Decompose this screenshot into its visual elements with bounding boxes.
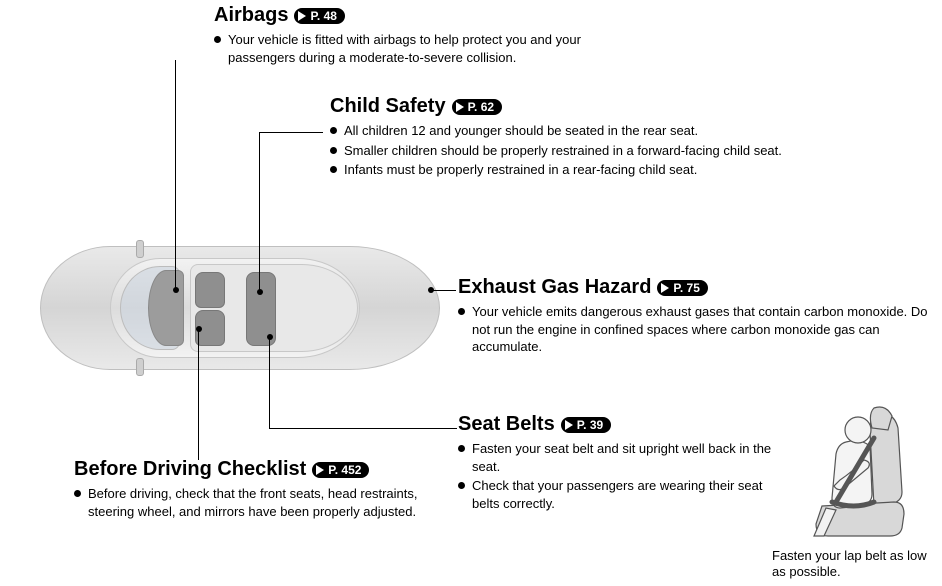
side-mirror-right: [136, 358, 144, 376]
dashboard-shape: [148, 270, 184, 346]
section-child-safety: Child Safety P. 62 All children 12 and y…: [330, 95, 890, 181]
arrow-right-icon: [316, 465, 324, 475]
bullet-item: Your vehicle is fitted with airbags to h…: [214, 31, 634, 66]
side-mirror-left: [136, 240, 144, 258]
bullet-item: Fasten your seat belt and sit upright we…: [458, 440, 778, 475]
section-checklist: Before Driving Checklist P. 452 Before d…: [74, 458, 454, 522]
section-title-child: Child Safety P. 62: [330, 95, 890, 118]
callout-line-seatbelts-v: [269, 338, 270, 428]
front-seat-left: [195, 272, 225, 308]
callout-dot-seatbelts: [267, 334, 273, 340]
title-text-seatbelts: Seat Belts: [458, 413, 555, 436]
page-ref-child[interactable]: P. 62: [452, 99, 502, 115]
bullets-child: All children 12 and younger should be se…: [330, 122, 890, 179]
page-label-checklist: P. 452: [328, 463, 361, 477]
callout-dot-child: [257, 289, 263, 295]
bullet-item: Infants must be properly restrained in a…: [330, 161, 890, 179]
page-label-seatbelts: P. 39: [577, 418, 603, 432]
bullet-item: Before driving, check that the front sea…: [74, 485, 454, 520]
section-seat-belts: Seat Belts P. 39 Fasten your seat belt a…: [458, 413, 778, 514]
page-ref-seatbelts[interactable]: P. 39: [561, 417, 611, 433]
arrow-right-icon: [456, 102, 464, 112]
callout-line-child-h: [259, 132, 323, 133]
bullets-seatbelts: Fasten your seat belt and sit upright we…: [458, 440, 778, 512]
page-label-child: P. 62: [468, 100, 494, 114]
callout-line-exhaust-h: [432, 290, 456, 291]
section-exhaust: Exhaust Gas Hazard P. 75 Your vehicle em…: [458, 276, 928, 358]
bullets-airbags: Your vehicle is fitted with airbags to h…: [214, 31, 634, 66]
title-text-airbags: Airbags: [214, 4, 288, 27]
bullets-checklist: Before driving, check that the front sea…: [74, 485, 454, 520]
title-text-child: Child Safety: [330, 95, 446, 118]
bullets-exhaust: Your vehicle emits dangerous exhaust gas…: [458, 303, 928, 356]
title-text-exhaust: Exhaust Gas Hazard: [458, 276, 651, 299]
seatbelt-caption: Fasten your lap belt as low as possible.: [772, 548, 932, 581]
bullet-item: Smaller children should be properly rest…: [330, 142, 890, 160]
section-airbags: Airbags P. 48 Your vehicle is fitted wit…: [214, 4, 634, 68]
arrow-right-icon: [661, 283, 669, 293]
title-text-checklist: Before Driving Checklist: [74, 458, 306, 481]
section-title-airbags: Airbags P. 48: [214, 4, 634, 27]
page-label-airbags: P. 48: [310, 9, 336, 23]
vehicle-top-view-illustration: [40, 228, 440, 388]
callout-line-child-v: [259, 132, 260, 291]
page-ref-checklist[interactable]: P. 452: [312, 462, 369, 478]
bullet-item: Check that your passengers are wearing t…: [458, 477, 778, 512]
page-label-exhaust: P. 75: [673, 281, 699, 295]
bullet-item: Your vehicle emits dangerous exhaust gas…: [458, 303, 928, 356]
arrow-right-icon: [298, 11, 306, 21]
callout-line-seatbelts-h: [269, 428, 457, 429]
seatbelt-figure-illustration: [778, 402, 928, 542]
section-title-checklist: Before Driving Checklist P. 452: [74, 458, 454, 481]
section-title-seatbelts: Seat Belts P. 39: [458, 413, 778, 436]
callout-line-checklist-v: [198, 330, 199, 460]
page-ref-airbags[interactable]: P. 48: [294, 8, 344, 24]
arrow-right-icon: [565, 420, 573, 430]
callout-dot-checklist: [196, 326, 202, 332]
section-title-exhaust: Exhaust Gas Hazard P. 75: [458, 276, 928, 299]
callout-line-airbags-v: [175, 60, 176, 289]
bullet-item: All children 12 and younger should be se…: [330, 122, 890, 140]
page-ref-exhaust[interactable]: P. 75: [657, 280, 707, 296]
callout-dot-airbags: [173, 287, 179, 293]
